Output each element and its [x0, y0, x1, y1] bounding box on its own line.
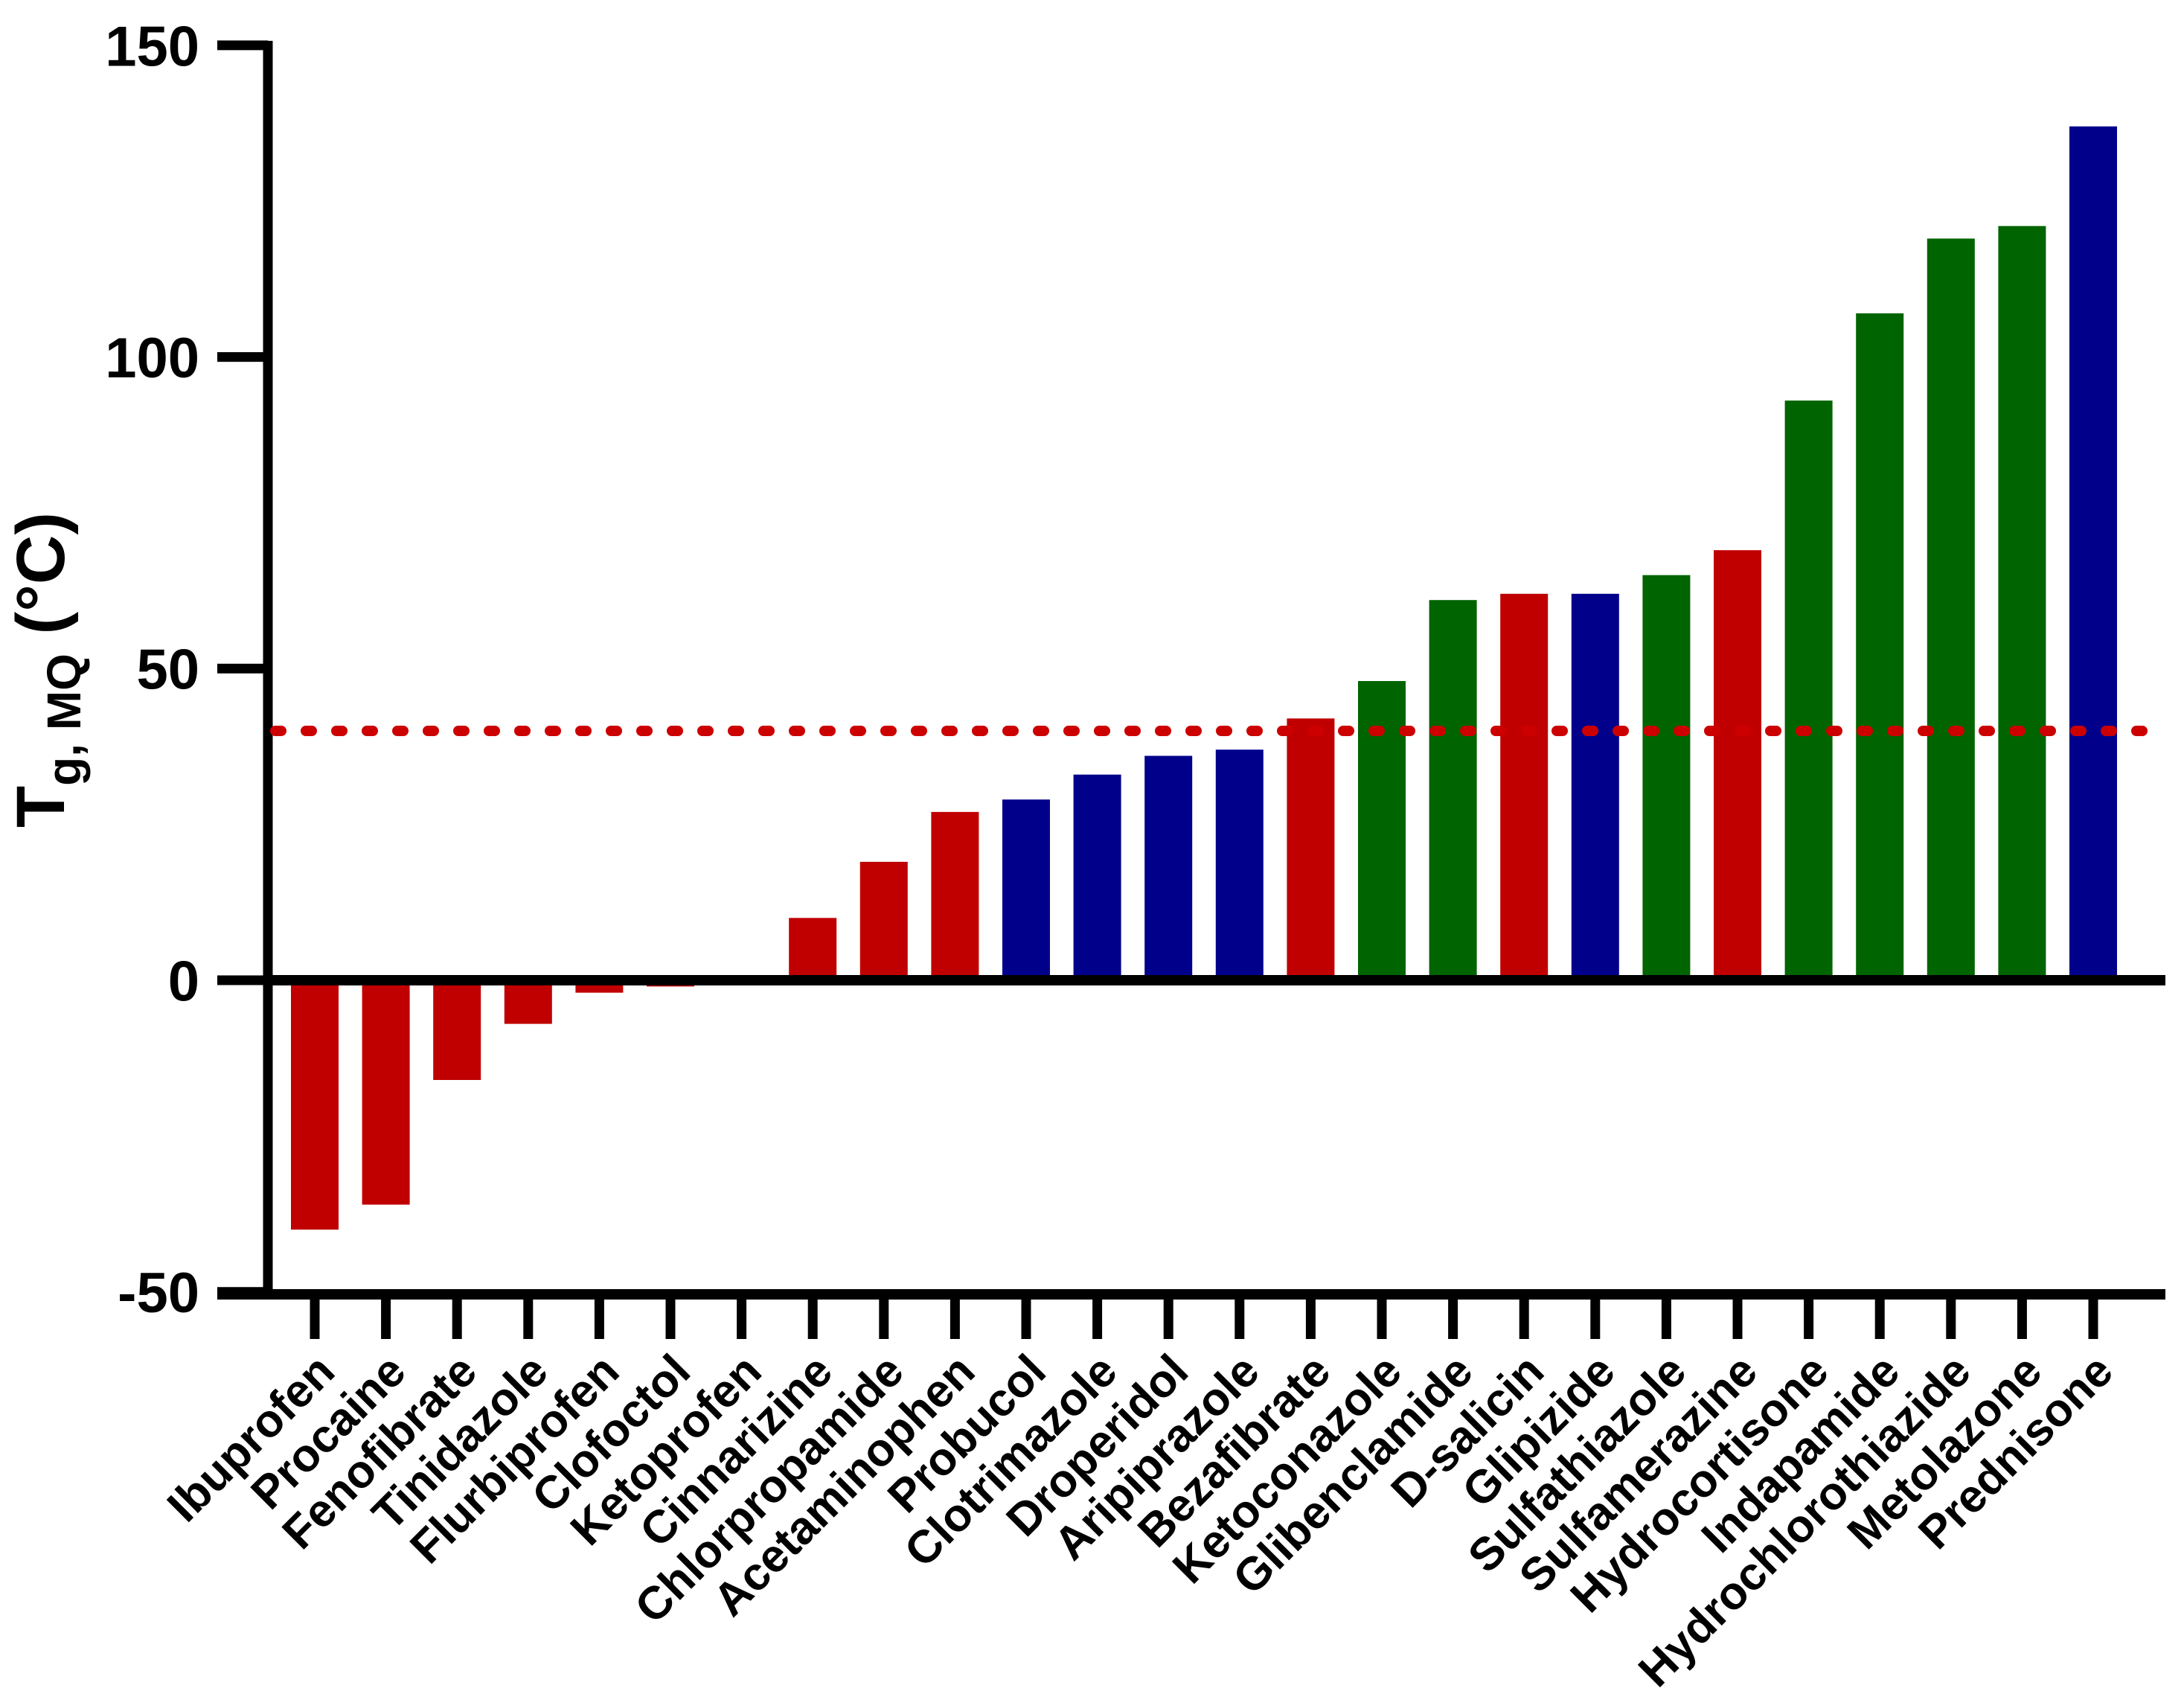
bar-Probucol — [1002, 799, 1050, 980]
bar-Bezafibrate — [1287, 718, 1335, 980]
bar-Chlorpropamide — [859, 861, 908, 980]
y-axis-title: Tg, MQ (°C) — [3, 512, 91, 828]
bar-Indapamide — [1856, 313, 1904, 980]
bar-Ibuprofen — [291, 980, 339, 1230]
bar-Sulfamerazine — [1714, 550, 1761, 980]
bar-Glipizide — [1571, 593, 1619, 980]
bar-Sulfathiazole — [1642, 575, 1691, 980]
y-tick-label: 100 — [105, 327, 199, 390]
bar-Cinnarizine — [789, 918, 837, 980]
bar-Procaine — [362, 980, 410, 1205]
y-tick-label: 50 — [136, 639, 199, 702]
bar-D-salicin — [1500, 593, 1549, 980]
bar-Prednisone — [2069, 126, 2117, 980]
bar-Fenofibrate — [433, 980, 481, 1080]
bar-Clotrimazole — [1073, 774, 1121, 980]
bar-Aripiprazole — [1215, 750, 1264, 980]
bar-Droperidol — [1144, 755, 1193, 980]
bar-Glibenclamide — [1429, 600, 1477, 980]
bar-Hydrocortisone — [1784, 400, 1833, 980]
y-tick-label: 150 — [105, 15, 199, 78]
bar-Ketoconazole — [1358, 681, 1406, 980]
bar-Tinidazole — [504, 980, 552, 1024]
bar-Acetaminophen — [931, 811, 979, 980]
bar-Metolazone — [1998, 226, 2046, 980]
bar-Hydrochlorothiazide — [1927, 238, 1975, 980]
y-tick-label: 0 — [168, 950, 199, 1013]
y-tick-label: -50 — [118, 1262, 199, 1325]
